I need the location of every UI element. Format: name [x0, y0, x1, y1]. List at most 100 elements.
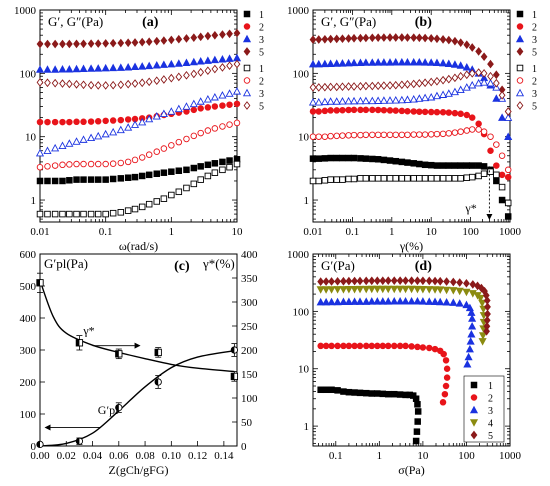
data-point	[456, 85, 465, 94]
data-point	[480, 128, 488, 135]
data-point	[439, 58, 448, 67]
data-point	[431, 276, 439, 286]
data-point	[79, 135, 88, 143]
legend-marker	[516, 47, 524, 56]
data-point	[204, 127, 212, 134]
x-tick-label: 0.14	[214, 450, 234, 462]
data-point	[487, 59, 494, 69]
data-point	[124, 158, 132, 166]
data-point	[374, 33, 382, 42]
data-point	[378, 297, 387, 305]
data-point	[315, 155, 323, 162]
data-point	[468, 114, 476, 121]
data-point	[451, 73, 459, 83]
data-point	[415, 33, 423, 43]
data-point	[339, 106, 346, 114]
data-point	[504, 173, 512, 181]
data-point	[386, 107, 394, 114]
panel-b: 0.01 0.1 1 10 100 1000 1 10 100 1000 G′, G″(Pa) (b)…	[287, 5, 537, 253]
data-point	[328, 342, 335, 350]
data-point	[487, 133, 494, 140]
data-point	[439, 109, 447, 116]
data-point	[409, 57, 418, 66]
data-point	[226, 163, 233, 171]
data-point	[145, 61, 154, 70]
data-point	[160, 145, 168, 152]
data-point	[232, 87, 242, 95]
legend-label: 5	[259, 48, 264, 59]
data-point	[317, 386, 324, 394]
data-point	[309, 133, 317, 140]
data-point	[219, 166, 226, 174]
data-point	[439, 90, 448, 98]
x-tick-label: 100	[458, 450, 475, 462]
data-point	[124, 174, 132, 181]
data-point	[357, 131, 364, 139]
data-point	[455, 287, 464, 296]
data-point	[333, 82, 341, 92]
data-point	[102, 39, 110, 48]
data-point	[380, 33, 388, 42]
data-point	[390, 297, 399, 305]
data-point	[403, 95, 412, 103]
data-point	[390, 390, 398, 398]
data-point	[182, 58, 191, 66]
data-point	[168, 168, 175, 175]
legend-label: 3	[259, 35, 264, 46]
data-point	[380, 175, 388, 182]
data-point	[462, 288, 471, 297]
data-point	[131, 79, 139, 88]
data-point	[339, 176, 346, 183]
data-point	[102, 176, 109, 183]
data-point	[153, 198, 161, 205]
data-point	[468, 162, 476, 169]
data-point	[351, 342, 358, 350]
x-tick-label: 100	[462, 226, 479, 238]
data-point	[396, 276, 404, 285]
data-point	[455, 299, 464, 307]
x-tick-label: 1000	[499, 450, 522, 462]
data-point	[414, 276, 421, 286]
data-point	[327, 34, 334, 44]
data-point	[334, 276, 341, 286]
data-point	[94, 176, 102, 183]
data-point	[396, 342, 404, 350]
y-tick-label: 300	[20, 345, 37, 357]
x-tick-label: 1	[377, 450, 383, 462]
series-3-G''	[308, 78, 513, 121]
data-point	[475, 172, 482, 180]
data-point	[87, 160, 95, 168]
x-tick-label: 1	[389, 226, 395, 238]
data-point	[425, 276, 433, 286]
y-tick-label: 100	[293, 306, 310, 318]
data-point	[332, 59, 341, 67]
data-point	[138, 154, 146, 161]
data-point	[51, 162, 59, 169]
data-point	[374, 131, 382, 139]
data-point	[504, 132, 513, 140]
data-point	[327, 286, 336, 294]
series-3-G'	[308, 57, 513, 140]
data-point	[474, 78, 483, 87]
data-point	[65, 79, 73, 89]
data-point	[392, 175, 400, 182]
data-point	[380, 156, 388, 164]
data-point	[87, 118, 95, 125]
data-point	[421, 78, 429, 88]
data-point	[101, 63, 110, 72]
data-point	[314, 59, 323, 68]
data-point-half	[231, 373, 235, 380]
data-point	[451, 109, 459, 117]
data-point	[350, 33, 358, 43]
data-point	[373, 297, 382, 305]
x-tick-label: 0.1	[346, 226, 360, 238]
data-point	[386, 157, 394, 164]
legend-label: 3	[532, 35, 537, 46]
data-point	[361, 96, 370, 105]
data-point	[368, 58, 377, 66]
data-point	[152, 112, 161, 120]
data-point	[226, 121, 233, 128]
data-point	[487, 168, 494, 175]
data-point	[109, 63, 118, 72]
data-point	[233, 160, 241, 168]
